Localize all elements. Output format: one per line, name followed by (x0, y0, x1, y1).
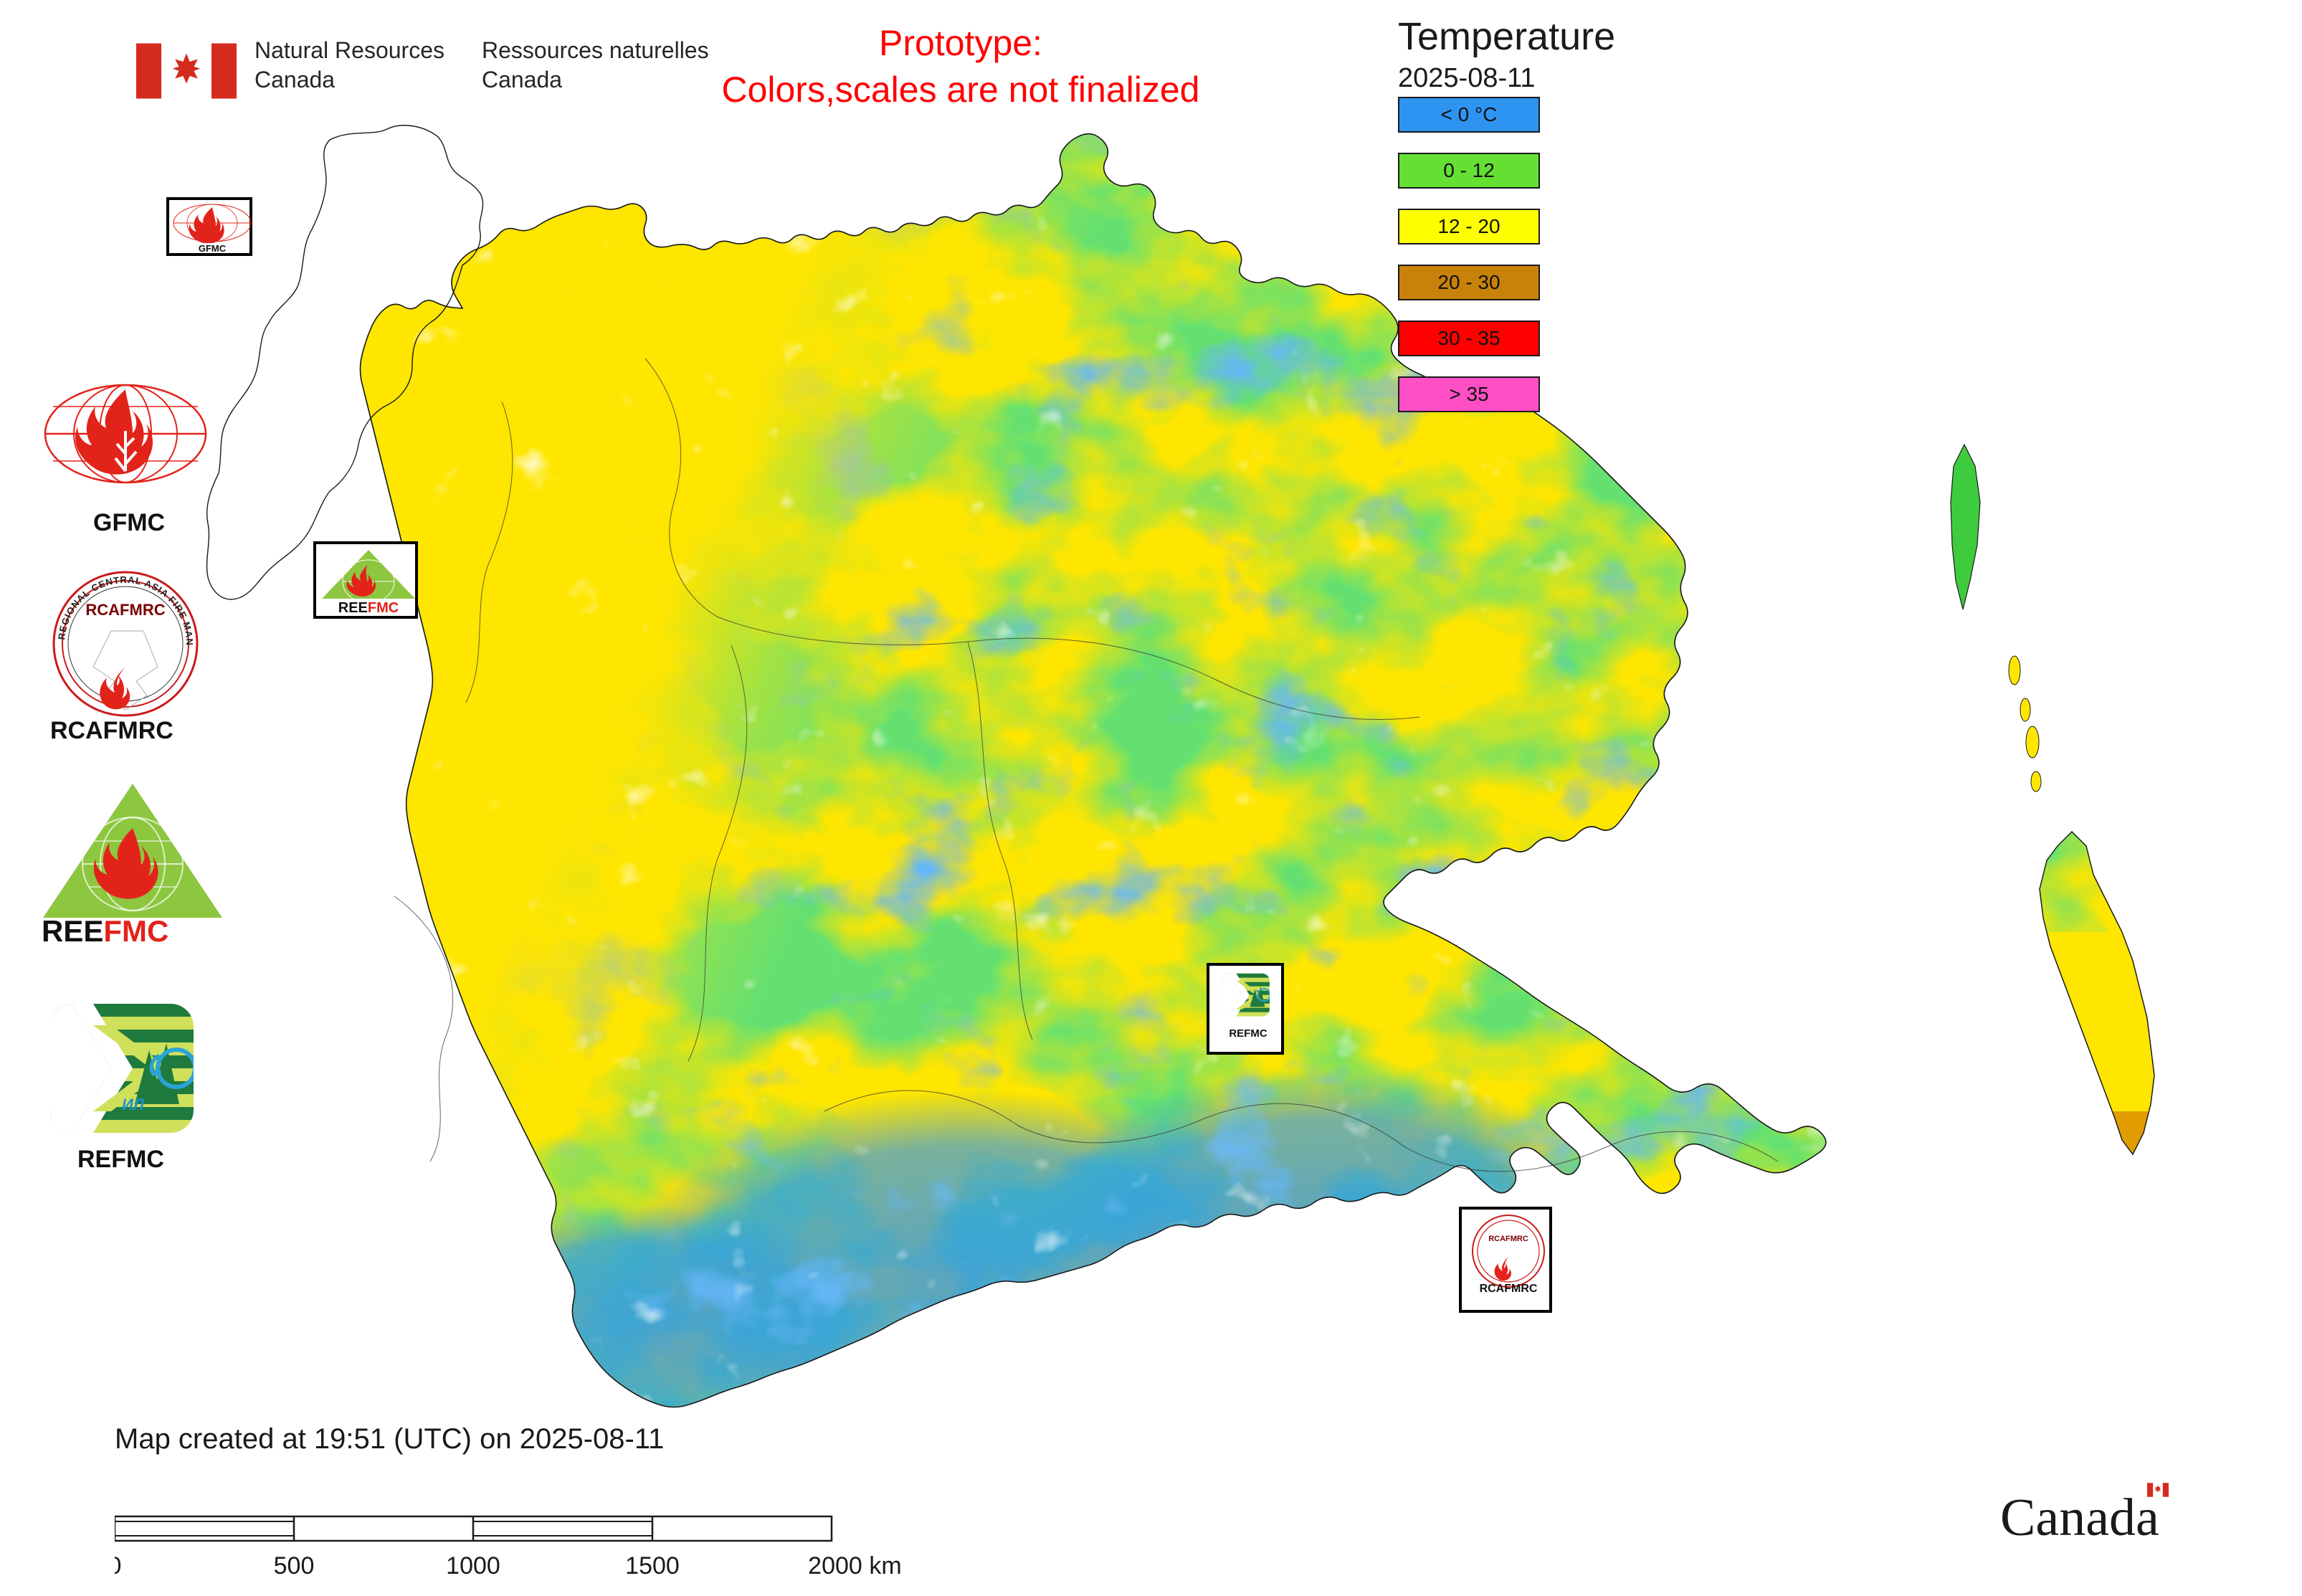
svg-text:km: km (869, 1552, 901, 1580)
svg-text:ИЛ: ИЛ (122, 1096, 145, 1113)
svg-text:1500: 1500 (625, 1552, 680, 1580)
svg-text:RCAFMRC: RCAFMRC (85, 601, 165, 619)
svg-text:2000: 2000 (808, 1552, 862, 1580)
svg-text:1000: 1000 (446, 1552, 500, 1580)
svg-text:500: 500 (274, 1552, 315, 1580)
svg-text:RCAFMRC: RCAFMRC (1488, 1235, 1528, 1243)
svg-text:0: 0 (115, 1552, 121, 1580)
